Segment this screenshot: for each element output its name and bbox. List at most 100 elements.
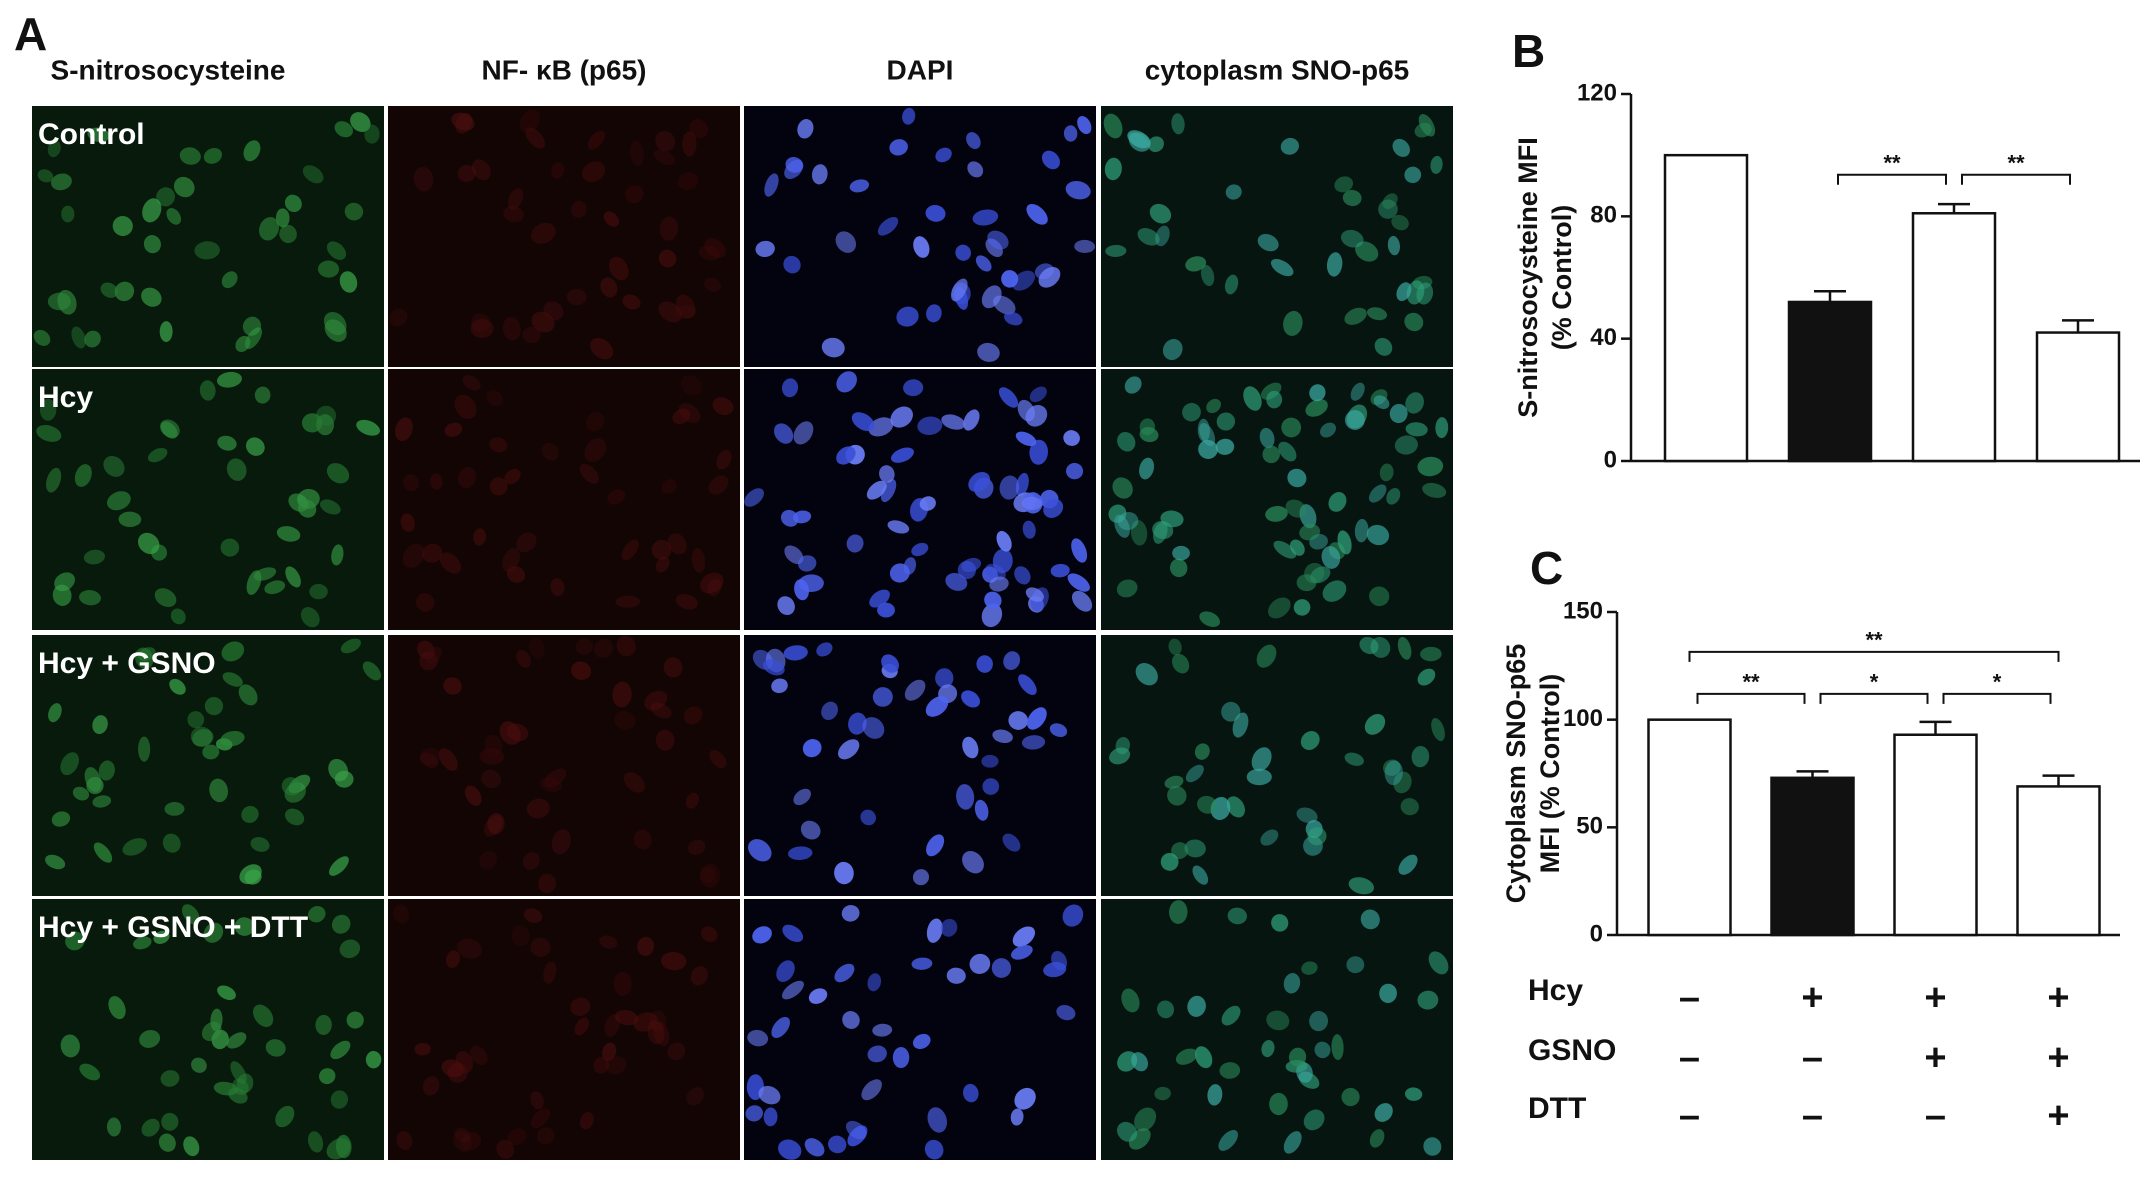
- cell: [1266, 1010, 1290, 1031]
- cell: [1071, 590, 1093, 612]
- cell: [599, 935, 618, 949]
- cell: [483, 815, 503, 837]
- cell: [244, 869, 262, 885]
- cell: [1360, 909, 1380, 930]
- cell: [1001, 270, 1019, 288]
- cell: [1299, 504, 1317, 529]
- row-label: Hcy + GSNO + DTT: [38, 911, 308, 944]
- image-background: [744, 899, 1096, 1160]
- cell: [339, 271, 358, 293]
- cell: [1134, 1107, 1157, 1132]
- cell: [891, 447, 914, 463]
- cell: [281, 777, 302, 796]
- cell: [975, 255, 992, 272]
- condition-name: Hcy: [1528, 974, 1583, 1007]
- cell: [609, 256, 629, 281]
- cell: [989, 576, 1009, 592]
- cell: [763, 659, 785, 676]
- significance-label: *: [1870, 670, 1879, 695]
- cell: [788, 846, 813, 861]
- image-background: [388, 899, 740, 1160]
- cell: [1121, 988, 1140, 1013]
- cell: [816, 642, 833, 657]
- cell: [1207, 1084, 1223, 1106]
- cell: [704, 277, 721, 292]
- cell: [506, 566, 526, 583]
- cell: [594, 638, 614, 658]
- cell: [616, 635, 636, 657]
- cell: [1049, 723, 1068, 737]
- y-tick-label: 40: [1590, 324, 1617, 351]
- cell: [1405, 392, 1424, 414]
- cell: [217, 435, 237, 451]
- cell: [1305, 399, 1328, 417]
- cell: [683, 706, 703, 725]
- cell: [586, 411, 605, 432]
- cell: [782, 980, 804, 1000]
- cell: [1287, 468, 1307, 488]
- cell: [698, 245, 721, 261]
- cell: [1043, 498, 1064, 518]
- cell: [519, 109, 540, 133]
- y-tick-label: 120: [1577, 79, 1617, 106]
- significance-label: **: [1742, 670, 1760, 695]
- row-label: Hcy: [38, 381, 93, 414]
- cell: [848, 712, 867, 735]
- cell: [981, 285, 1002, 309]
- cell: [1398, 854, 1418, 875]
- cell: [962, 1083, 979, 1103]
- cell: [1162, 338, 1183, 361]
- cell: [1280, 137, 1299, 155]
- bracket-line: [1961, 173, 2071, 185]
- row-label: Hcy + GSNO: [38, 647, 216, 680]
- cell: [536, 1127, 555, 1145]
- cell: [1018, 674, 1037, 696]
- cell: [836, 371, 857, 393]
- cell: [471, 313, 491, 332]
- cell: [166, 208, 182, 225]
- cell: [1175, 1048, 1198, 1065]
- cell: [284, 194, 302, 213]
- cell: [1387, 235, 1401, 256]
- cell: [1417, 990, 1439, 1010]
- cell: [655, 729, 675, 751]
- cell: [1077, 115, 1092, 135]
- cell: [114, 281, 135, 302]
- cell: [999, 475, 1020, 500]
- cell: [1225, 184, 1242, 200]
- column-heading: NF- κB (p65): [482, 54, 647, 85]
- cell: [881, 654, 899, 673]
- cell: [1296, 574, 1317, 592]
- cell: [1184, 839, 1206, 858]
- cell: [716, 449, 732, 470]
- cell: [841, 905, 860, 922]
- cell: [1192, 865, 1209, 885]
- cell: [417, 640, 435, 660]
- cell: [977, 342, 1000, 362]
- cell: [93, 842, 113, 863]
- cell: [1187, 995, 1206, 1017]
- cell: [86, 776, 104, 795]
- cell: [1268, 597, 1291, 619]
- panel-label: C: [1530, 542, 1563, 594]
- cell: [674, 305, 697, 319]
- cell: [1314, 1041, 1331, 1059]
- cell: [100, 282, 119, 298]
- cell: [489, 477, 508, 496]
- cell: [39, 398, 57, 421]
- cell: [522, 852, 540, 870]
- cell: [238, 684, 258, 706]
- cell: [1389, 403, 1408, 424]
- y-axis-label: S-nitrosocysteine MFI: [1513, 137, 1543, 418]
- cell: [903, 379, 924, 397]
- cell: [402, 543, 425, 568]
- cell: [808, 988, 828, 1004]
- cell: [499, 721, 521, 745]
- cell: [1197, 795, 1218, 814]
- cell: [851, 412, 875, 432]
- row-label: Control: [38, 118, 145, 151]
- condition-sign: –: [1679, 977, 1700, 1019]
- cell: [571, 661, 592, 680]
- cell: [154, 588, 177, 608]
- condition-sign: –: [1679, 1037, 1700, 1079]
